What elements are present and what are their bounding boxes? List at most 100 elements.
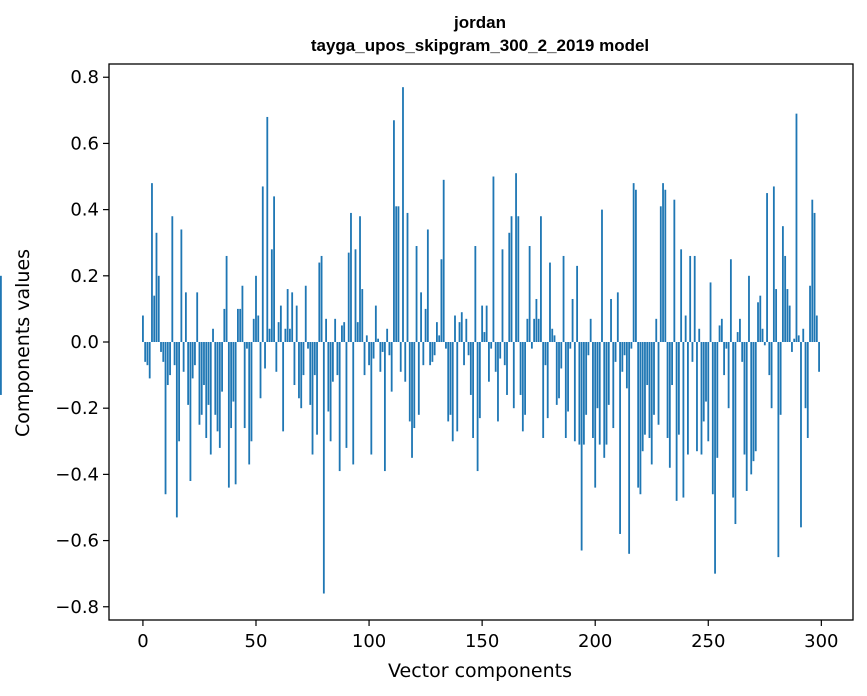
bar-190 [571,298,574,342]
bar-35 [221,342,223,392]
bar-210 [616,292,619,342]
bar-206 [607,342,610,405]
bar-40 [232,342,235,402]
bar-272 [757,302,759,342]
bar-77 [316,342,318,435]
bar-27 [203,342,205,386]
bar-41 [234,342,237,485]
bar-202 [598,342,601,445]
bar-199 [592,342,594,438]
bar-44 [241,285,244,342]
bar-287 [791,342,793,352]
bar-122 [417,342,420,415]
bar-63 [284,328,287,342]
bar-87 [338,342,341,472]
bar-119 [411,342,413,458]
bar-273 [759,295,762,342]
bar-221 [641,342,644,452]
bar-193 [578,342,581,445]
bar-144 [467,342,470,356]
bar-46 [246,342,248,349]
bar-278 [770,342,773,409]
bar-299 [818,342,820,372]
bar-24 [196,292,199,342]
y-axis-ticks: −0.8 −0.6 −0.4 −0.2 0.0 0.2 0.4 0.6 0.8 [55,67,109,618]
bar-197 [587,342,590,356]
bar-128 [431,342,434,362]
bar-231 [664,189,667,342]
bar-219 [637,342,640,488]
bar-99 [365,335,368,342]
bar-172 [530,342,533,349]
bar-74 [309,342,312,405]
bar-57 [270,249,273,342]
bar-228 [657,342,660,425]
bar-266 [743,342,746,455]
bar-139 [456,342,459,432]
bar-70 [300,342,303,409]
bar-23 [194,342,196,366]
bar-192 [576,265,579,342]
bar-149 [478,342,481,419]
bar-274 [761,328,764,342]
bar-282 [779,342,782,415]
bar-161 [506,342,508,395]
x-axis-label: Vector components [388,660,572,682]
bar-238 [680,249,683,342]
y-tick-label: 0.0 [70,332,99,353]
bar-261 [732,342,735,498]
bar-75 [311,342,314,455]
bar-81 [325,318,327,342]
bar-159 [501,249,504,342]
bar-66 [291,292,294,342]
bar-265 [741,342,744,362]
bar-280 [775,289,778,342]
y-tick-label: 0.4 [70,200,99,221]
bar-250 [707,342,710,442]
bar-189 [569,342,572,349]
bar-205 [605,342,608,445]
bar-126 [426,229,429,342]
bar-12 [169,342,171,376]
x-tick-label: 0 [137,631,148,652]
bar-98 [363,342,366,376]
bar-242 [689,255,692,342]
bar-34 [218,342,221,448]
y-tick-label: −0.6 [55,531,99,552]
bar-88 [341,325,343,342]
bar-2 [146,342,149,366]
bar-152 [485,305,488,342]
bar-26 [200,342,203,415]
bar-178 [544,342,547,366]
bar-173 [533,318,536,342]
bar-296 [811,199,814,342]
bar-111 [393,120,395,342]
x-tick-label: 250 [691,631,725,652]
bar-160 [503,342,506,366]
bar-271 [754,342,757,452]
bar-124 [422,342,425,366]
bar-157 [497,342,499,422]
bar-236 [675,342,678,501]
bar-102 [372,342,375,359]
bar-240 [684,315,687,342]
bar-28 [205,342,208,438]
bar-224 [648,342,651,438]
bar-195 [582,342,585,445]
bar-198 [589,318,592,342]
bar-33 [216,342,219,432]
y-tick-label: −0.4 [55,464,99,485]
bar-145 [469,342,472,395]
bar-174 [535,298,538,342]
bar-153 [488,342,490,382]
bar-201 [596,342,599,409]
bar-130 [436,322,438,342]
bar-163 [510,216,513,342]
bar-146 [472,342,474,438]
bar-211 [619,342,621,534]
bar-171 [528,246,531,342]
bar-32 [214,342,217,415]
bar-93 [352,342,355,465]
bars-group [0,87,820,594]
bar-38 [227,342,230,488]
